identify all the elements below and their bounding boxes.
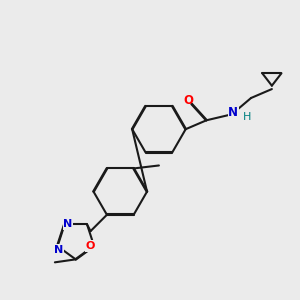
Text: N: N — [228, 106, 238, 119]
Text: N: N — [63, 219, 73, 230]
Text: O: O — [183, 94, 193, 107]
Text: H: H — [242, 112, 251, 122]
Text: O: O — [86, 241, 95, 251]
Text: N: N — [54, 244, 63, 255]
